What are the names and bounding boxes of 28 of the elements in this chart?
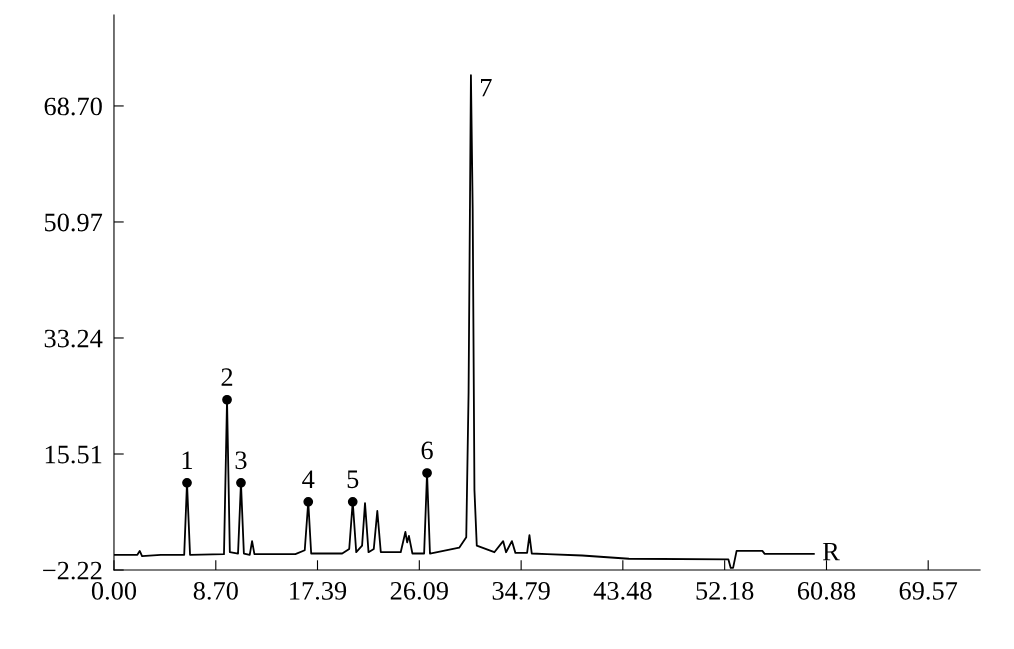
x-tick-label: 26.09 — [390, 581, 448, 600]
annotation: 1 — [182, 451, 193, 469]
x-tick-label: 60.88 — [797, 581, 856, 600]
x-tick-label: 8.70 — [193, 581, 238, 600]
point — [222, 394, 232, 405]
y-tick-label: 68.70 — [44, 97, 102, 116]
y-tick-label: 15.51 — [45, 445, 102, 464]
point — [347, 496, 358, 507]
point — [182, 477, 192, 488]
annotation: 6 — [421, 441, 433, 460]
x-tick-label: 34.79 — [492, 581, 550, 600]
point — [422, 468, 432, 478]
x-tick-label: 43.48 — [593, 581, 652, 600]
annotation: 5 — [347, 470, 359, 489]
x-tick-label: 69.57 — [899, 581, 958, 600]
x-tick-label: 52.18 — [696, 581, 754, 600]
annotation: 7 — [481, 79, 492, 97]
y-tick-label: 33.24 — [44, 329, 103, 348]
x-tick-label: 17.39 — [290, 581, 347, 600]
y-tick-label: 50.97 — [45, 213, 103, 232]
point — [236, 477, 246, 488]
y-tick-label: −2.22 — [43, 561, 102, 580]
annotation: 3 — [235, 451, 247, 470]
x-tick-label: 0.00 — [91, 581, 137, 600]
point — [303, 496, 314, 507]
annotation: 2 — [221, 368, 233, 386]
annotation: R — [822, 542, 840, 561]
annotation: 4 — [302, 470, 315, 488]
